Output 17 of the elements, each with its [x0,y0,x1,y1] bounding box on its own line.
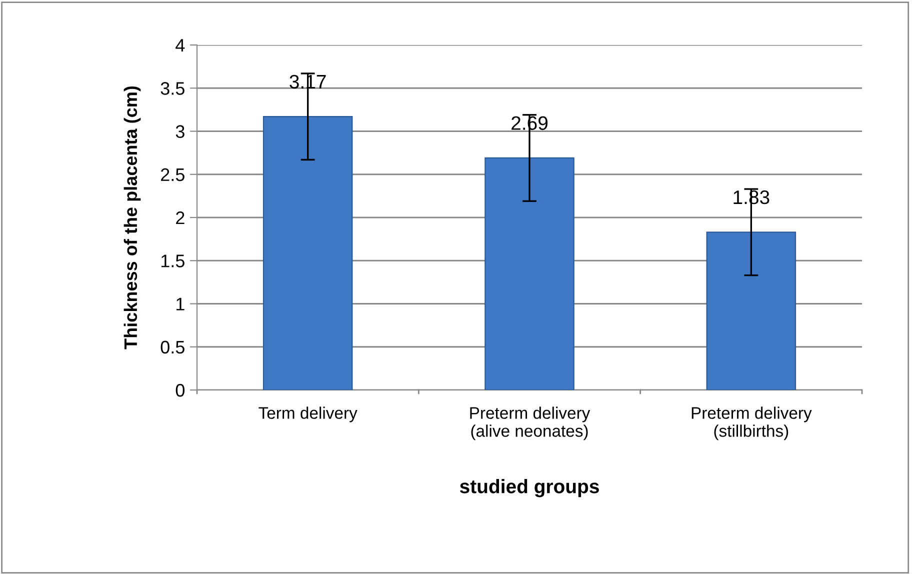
y-tick-label: 2 [176,211,184,224]
y-axis-title: Thickness of the placenta (cm) [124,86,141,350]
bar [484,157,574,390]
y-tick-label: 3 [176,125,184,138]
x-tick-label: Preterm delivery (alive neonates) [470,406,590,440]
y-tick-label: 0.5 [160,340,184,354]
bar [706,232,796,390]
y-tick-label: 4 [176,39,185,52]
y-tick-label: 2.5 [161,168,184,182]
y-tick-label: 1 [176,298,184,310]
x-tick-label: Term delivery [258,406,358,422]
y-tick-label: 1.5 [161,254,184,268]
x-tick-label: Preterm delivery (stillbirths) [692,406,812,440]
x-axis-title: studied groups [460,479,599,498]
y-tick-label: 3.5 [160,82,184,95]
bar [262,116,353,390]
y-tick-label: 0 [176,384,184,397]
